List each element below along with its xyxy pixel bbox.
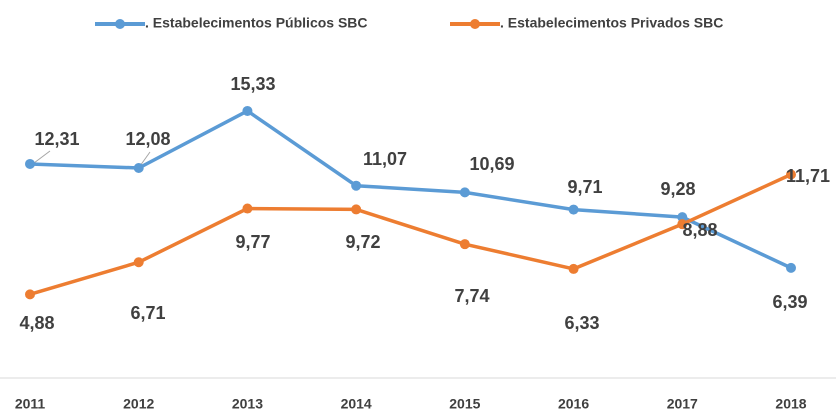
data-label: 12,31 bbox=[34, 129, 79, 149]
series-line bbox=[29, 108, 792, 270]
x-tick-label: 2011 bbox=[15, 396, 46, 412]
data-point bbox=[459, 239, 470, 250]
x-tick-label: 2012 bbox=[123, 396, 154, 412]
data-label: 10,69 bbox=[469, 154, 514, 174]
data-point bbox=[786, 169, 796, 180]
legend-label: . Estabelecimentos Privados SBC bbox=[500, 15, 723, 31]
data-point bbox=[351, 180, 362, 191]
x-tick-label: 2013 bbox=[232, 396, 263, 412]
data-point bbox=[677, 212, 688, 223]
data-point bbox=[133, 162, 144, 173]
data-point bbox=[568, 204, 579, 215]
data-point bbox=[568, 263, 579, 274]
data-label: 7,74 bbox=[454, 286, 489, 306]
legend-marker bbox=[470, 19, 480, 29]
data-point bbox=[677, 219, 688, 230]
x-tick-label: 2018 bbox=[775, 396, 806, 412]
legend-label: . Estabelecimentos Públicos SBC bbox=[145, 15, 368, 31]
data-label: 4,88 bbox=[19, 313, 54, 333]
data-label: 6,71 bbox=[130, 303, 165, 323]
data-label: 6,39 bbox=[772, 292, 807, 312]
data-label: 15,33 bbox=[230, 74, 275, 94]
data-label: 9,71 bbox=[567, 177, 602, 197]
x-tick-label: 2017 bbox=[667, 396, 698, 412]
leader-line bbox=[33, 150, 51, 164]
x-tick-label: 2015 bbox=[449, 396, 480, 412]
series-line bbox=[29, 172, 792, 297]
leader-line bbox=[139, 151, 151, 167]
data-point bbox=[133, 257, 144, 268]
x-tick-label: 2016 bbox=[558, 396, 589, 412]
legend-marker bbox=[115, 19, 125, 29]
data-label: 9,77 bbox=[235, 232, 270, 252]
data-point bbox=[351, 204, 362, 215]
data-point bbox=[459, 187, 470, 198]
data-point bbox=[242, 203, 253, 214]
data-label: 11,71 bbox=[786, 166, 830, 186]
data-point bbox=[242, 105, 253, 116]
data-point bbox=[25, 289, 35, 300]
data-label: 12,08 bbox=[125, 129, 170, 149]
data-label: 9,28 bbox=[660, 179, 695, 199]
x-tick-label: 2014 bbox=[341, 396, 372, 412]
data-label: 9,72 bbox=[345, 232, 380, 252]
data-label: 8,88 bbox=[682, 220, 717, 240]
data-point bbox=[25, 158, 35, 169]
data-point bbox=[786, 262, 796, 273]
data-label: 6,33 bbox=[564, 313, 599, 333]
data-label: 11,07 bbox=[363, 149, 407, 169]
